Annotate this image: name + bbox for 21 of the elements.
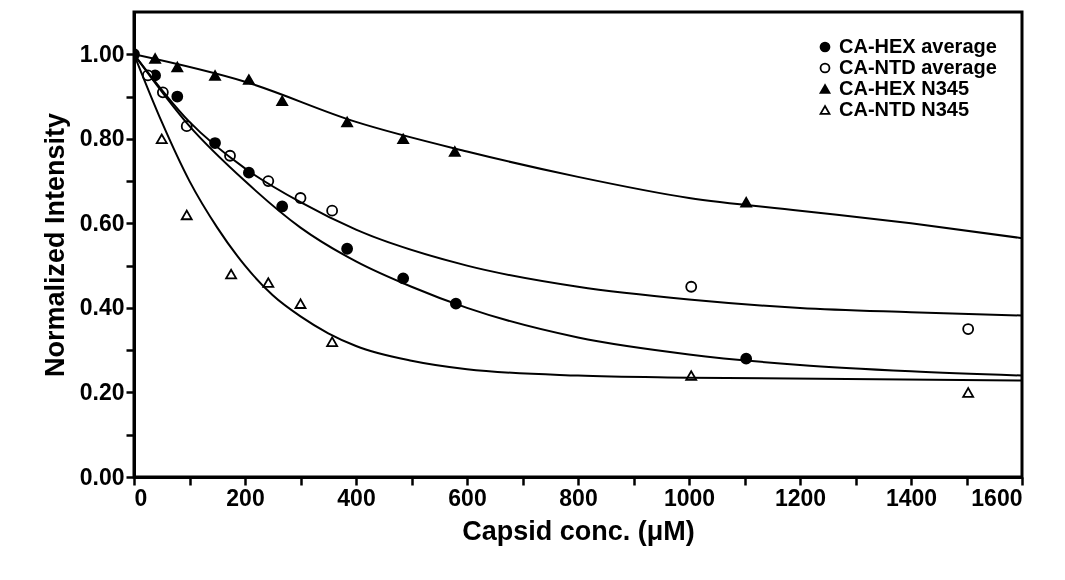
y-axis-title: Normalized Intensity [39,112,70,378]
legend-label: CA-NTD N345 [839,98,970,120]
legend-label: CA-HEX N345 [839,77,970,99]
x-tick-label: 400 [337,484,376,511]
x-tick-label: 1400 [885,484,938,511]
x-tick-label: 1200 [774,484,827,511]
y-tick-label: 0.60 [79,209,125,236]
x-tick-label: 600 [448,484,487,511]
x-axis-title: Capsid conc. (μM) [462,515,695,546]
x-tick-label: 1600 [971,484,1023,511]
legend-label: CA-HEX average [839,35,997,57]
y-tick-label: 0.40 [79,294,125,321]
y-tick-label: 0.80 [79,125,125,152]
x-tick-label: 1000 [663,484,716,511]
y-tick-label: 1.00 [79,40,125,67]
x-tick-label: 200 [226,484,265,511]
y-tick-label: 0.00 [79,463,125,490]
x-tick-label: 800 [559,484,598,511]
legend-label: CA-NTD average [839,56,997,78]
x-tick-label: 0 [134,484,148,511]
y-tick-label: 0.20 [79,378,125,405]
